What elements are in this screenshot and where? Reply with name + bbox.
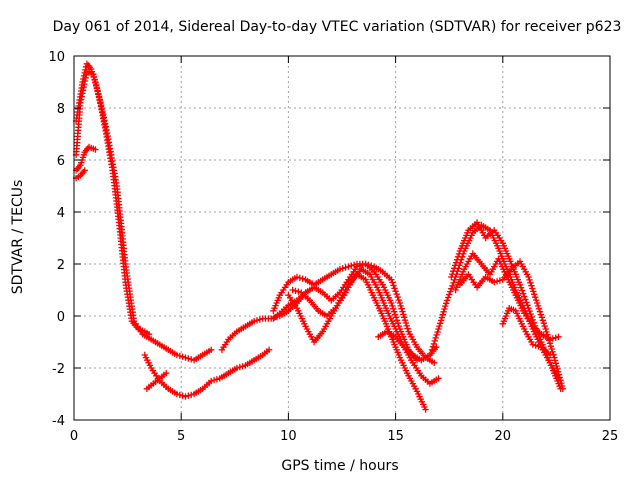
series-markers xyxy=(285,271,429,413)
series-track-13 xyxy=(428,221,562,382)
series-track-2 xyxy=(72,68,153,338)
series-markers xyxy=(456,258,566,392)
series-markers xyxy=(270,260,421,364)
series-line xyxy=(146,372,167,390)
y-tick-label: 10 xyxy=(48,50,65,65)
series-markers xyxy=(448,219,564,392)
series-line xyxy=(75,70,150,335)
series-markers xyxy=(375,328,440,364)
x-tick-label: 5 xyxy=(177,429,185,444)
y-tick-label: 4 xyxy=(57,206,65,221)
x-axis-label: GPS time / hours xyxy=(281,458,398,474)
series-markers xyxy=(499,305,554,359)
tick-marks xyxy=(73,55,611,421)
series-markers xyxy=(141,346,273,400)
series-track-6 xyxy=(143,370,170,392)
y-tick-label: -4 xyxy=(52,414,65,429)
series-track-8 xyxy=(270,260,438,366)
series-track-4 xyxy=(72,167,88,182)
x-tick-label: 20 xyxy=(495,429,512,444)
x-tick-label: 10 xyxy=(280,429,297,444)
x-tick-label: 0 xyxy=(70,429,78,444)
series-track-9 xyxy=(270,260,421,364)
series-track-5 xyxy=(141,346,273,400)
series-track-11 xyxy=(285,271,429,413)
series-markers xyxy=(72,143,99,174)
series-track-16 xyxy=(456,258,566,392)
y-tick-label: 6 xyxy=(57,154,65,169)
series-markers xyxy=(143,370,170,392)
series-track-12 xyxy=(375,328,440,364)
series-markers xyxy=(428,221,562,382)
x-tick-labels: 0 5 10 15 20 25 xyxy=(70,429,618,444)
series-markers xyxy=(270,260,438,366)
chart-title: Day 061 of 2014, Sidereal Day-to-day VTE… xyxy=(53,19,622,35)
y-axis-label: SDTVAR / TECUs xyxy=(10,180,26,295)
y-tick-labels: -4 -2 0 2 4 6 8 10 xyxy=(48,50,65,429)
series-markers xyxy=(72,167,88,182)
y-tick-label: 2 xyxy=(57,258,65,273)
series-track-14 xyxy=(448,219,564,392)
series-group xyxy=(72,60,566,413)
plot-frame xyxy=(73,55,611,421)
x-tick-label: 25 xyxy=(602,429,619,444)
y-tick-label: 8 xyxy=(57,102,65,117)
y-tick-label: -2 xyxy=(52,362,65,377)
x-tick-label: 15 xyxy=(387,429,404,444)
series-line xyxy=(431,224,560,380)
series-track-3 xyxy=(72,143,99,174)
series-line xyxy=(450,221,562,390)
series-markers xyxy=(72,68,153,338)
grid xyxy=(74,56,610,420)
y-tick-label: 0 xyxy=(57,310,65,325)
series-track-17 xyxy=(499,305,554,359)
